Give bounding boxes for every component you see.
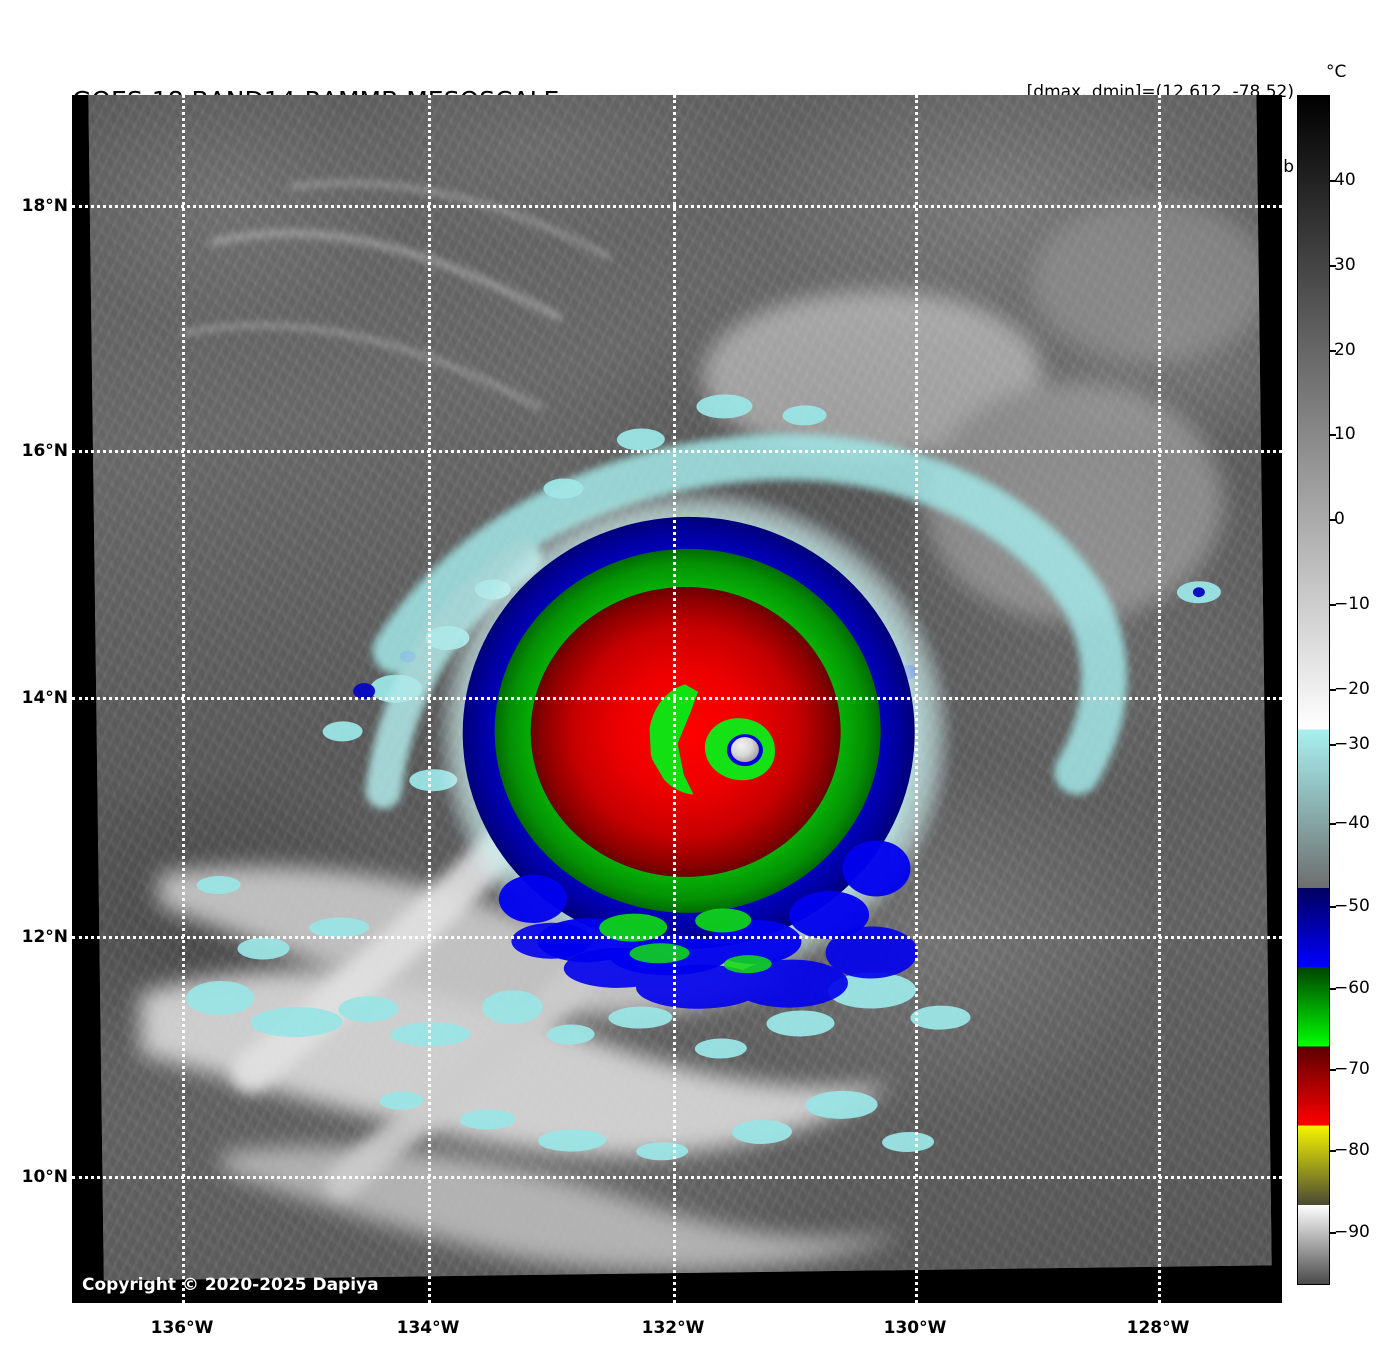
colorbar-gradient	[1298, 96, 1329, 1284]
xtick-label: 130°W	[883, 1318, 947, 1338]
gridline-lon-128w	[1158, 95, 1161, 1303]
ytick-label: 14°N	[21, 688, 68, 708]
colorbar-tick-label: −30	[1334, 734, 1370, 754]
gridline-lon-132w	[673, 95, 676, 1303]
colorbar-tickmark	[1330, 906, 1336, 908]
colorbar-tickmark	[1330, 180, 1336, 182]
copyright-label: Copyright © 2020-2025 Dapiya	[82, 1275, 379, 1295]
colorbar-tick-label: −10	[1334, 594, 1370, 614]
colorbar-tickmark	[1330, 823, 1336, 825]
gridline-lon-136w	[182, 95, 185, 1303]
satellite-swath	[88, 95, 1272, 1281]
ytick-label: 10°N	[21, 1167, 68, 1187]
colorbar-tick-label: 30	[1334, 255, 1356, 275]
colorbar-tick-label: −40	[1334, 813, 1370, 833]
colorbar-tick-label: −60	[1334, 978, 1370, 998]
gridline-lat-16	[72, 450, 1282, 453]
colorbar-tick-label: −50	[1334, 896, 1370, 916]
colorbar-tickmark	[1330, 988, 1336, 990]
colorbar-tickmark	[1330, 604, 1336, 606]
gridline-lat-18	[72, 205, 1282, 208]
colorbar-tickmark	[1330, 265, 1336, 267]
colorbar-tick-label: −70	[1334, 1059, 1370, 1079]
colorbar-tick-label: 20	[1334, 340, 1356, 360]
xtick-label: 128°W	[1126, 1318, 1190, 1338]
ytick-label: 16°N	[21, 441, 68, 461]
gridline-lat-14	[72, 697, 1282, 700]
gridline-lat-10	[72, 1176, 1282, 1179]
colorbar-tickmark	[1330, 1232, 1336, 1234]
temperature-colorbar	[1297, 95, 1330, 1285]
colorbar-unit-label: °C	[1326, 62, 1347, 82]
gridline-lat-12	[72, 936, 1282, 939]
colorbar-tick-label: 0	[1334, 509, 1345, 529]
colorbar-tickmark	[1330, 689, 1336, 691]
colorbar-tick-label: −20	[1334, 679, 1370, 699]
trailing-band-layer	[511, 922, 918, 1009]
colorbar-tickmark	[1330, 1150, 1336, 1152]
xtick-label: 132°W	[641, 1318, 705, 1338]
colorbar-tick-label: 10	[1334, 424, 1356, 444]
colorbar-tickmark	[1330, 519, 1336, 521]
ytick-label: 18°N	[21, 196, 68, 216]
xtick-label: 134°W	[396, 1318, 460, 1338]
colorbar-tick-label: −80	[1334, 1140, 1370, 1160]
colorbar-tickmark	[1330, 350, 1336, 352]
colorbar-tick-label: 40	[1334, 170, 1356, 190]
colorbar-tickmark	[1330, 1069, 1336, 1071]
gridline-lon-130w	[915, 95, 918, 1303]
satellite-image-plot	[72, 95, 1282, 1303]
xtick-label: 136°W	[150, 1318, 214, 1338]
ytick-label: 12°N	[21, 927, 68, 947]
colorbar-tickmark	[1330, 434, 1336, 436]
colorbar-tick-label: −90	[1334, 1222, 1370, 1242]
colorbar-tickmark	[1330, 744, 1336, 746]
gridline-lon-134w	[428, 95, 431, 1303]
